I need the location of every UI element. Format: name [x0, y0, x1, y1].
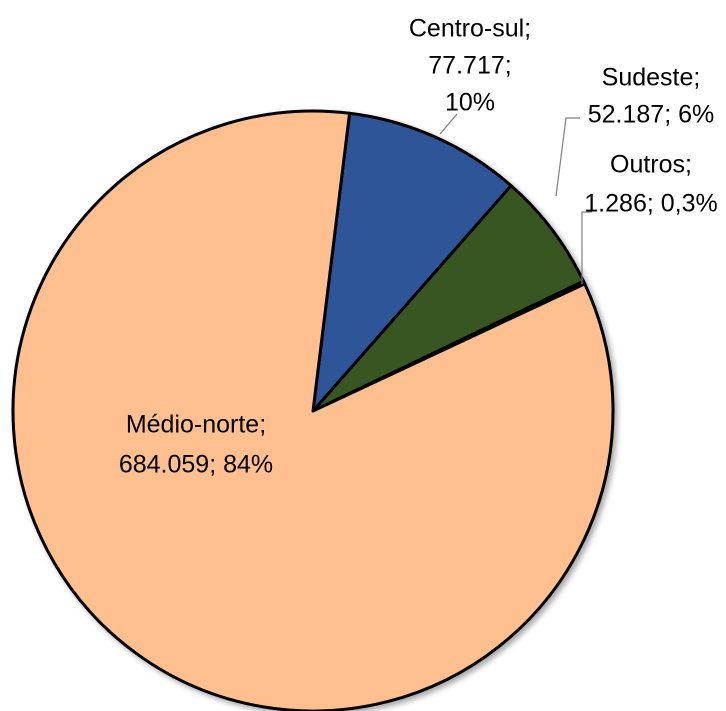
data-label: 77.717;	[428, 52, 511, 80]
pie	[11, 109, 615, 711]
data-label: Sudeste;	[602, 64, 701, 92]
pie-slice	[311, 111, 513, 413]
pie-slice	[11, 109, 615, 711]
leader-line	[555, 117, 580, 197]
data-label: Outros;	[610, 151, 692, 179]
data-label: 684.059; 84%	[119, 451, 273, 479]
leader-line	[439, 113, 458, 135]
data-label: 10%	[445, 89, 495, 117]
data-label: Centro-sul;	[409, 15, 531, 43]
data-label: 1.286; 0,3%	[584, 190, 717, 218]
leader-line	[581, 211, 592, 284]
data-label: Médio-norte;	[126, 411, 266, 439]
data-label: 52.187; 6%	[588, 101, 715, 129]
